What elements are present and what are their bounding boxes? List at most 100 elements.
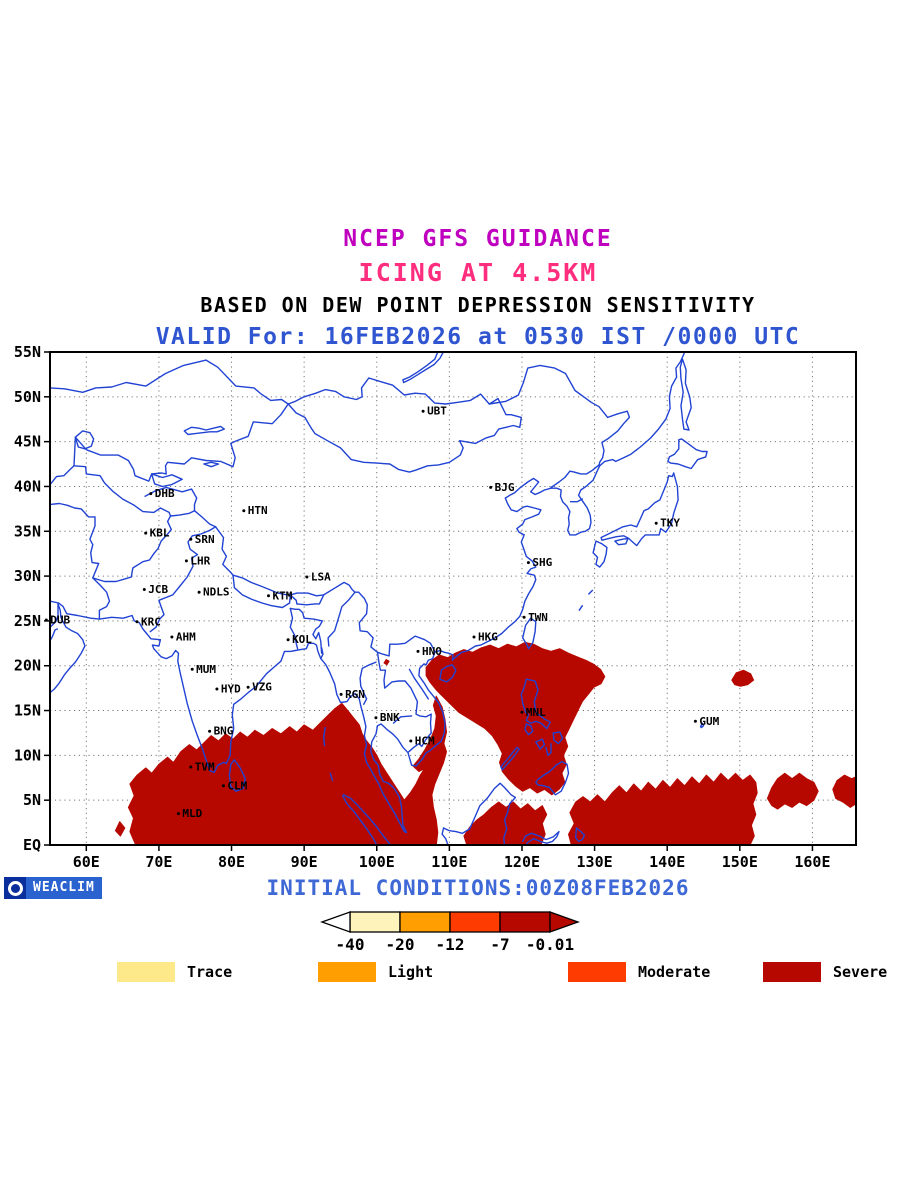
coastline (327, 591, 356, 647)
station-label: AHM (176, 631, 196, 644)
station-label: BNK (380, 711, 400, 724)
station-marker (142, 588, 146, 591)
initial-conditions-text: INITIAL CONDITIONS:00Z08FEB2026 (266, 876, 690, 900)
coastline (520, 678, 551, 730)
colorbar-segment (399, 911, 451, 933)
colorbar-segment (449, 911, 501, 933)
coastline (535, 738, 546, 750)
severe-icing-area (383, 659, 390, 666)
legend-label: Severe (833, 963, 887, 981)
station-label: UBT (427, 405, 447, 418)
coastline (341, 795, 378, 845)
station-marker (409, 739, 413, 743)
severe-icing-area (731, 669, 755, 687)
lat-axis-label: 40N (14, 477, 41, 495)
station-label: DUB (50, 614, 70, 627)
station-marker (522, 615, 526, 619)
coastline (92, 515, 172, 583)
station-marker (520, 710, 524, 714)
coastline (289, 607, 323, 654)
coastline (50, 352, 686, 834)
title-valid-time: VALID For: 16FEB2026 at 0530 IST /0000 U… (155, 324, 801, 350)
station-label: HNO (422, 645, 442, 658)
station-marker (176, 812, 180, 816)
lon-axis-label: 130E (577, 853, 613, 871)
station-label: LHR (190, 554, 210, 567)
station-label: HTN (248, 504, 268, 517)
coastline (699, 722, 705, 729)
station-label: TVM (195, 761, 215, 774)
weaclim-logo-text: WEACLIM (26, 877, 102, 899)
station-label: HYD (221, 683, 241, 696)
station-label: GUM (699, 715, 719, 728)
lat-axis-label: 20N (14, 657, 41, 675)
coastline (50, 359, 289, 405)
station-marker (197, 590, 201, 594)
coastline (550, 464, 600, 489)
station-label: MLD (182, 807, 202, 820)
station-label: VZG (252, 681, 272, 694)
coastline (329, 772, 334, 782)
station-label: DHB (155, 487, 175, 500)
station-marker (149, 492, 153, 496)
lat-axis-label: EQ (23, 836, 41, 854)
coastline (149, 526, 217, 633)
station-marker (242, 509, 246, 513)
lat-axis-label: 35N (14, 522, 41, 540)
severe-icing-area (412, 695, 447, 772)
lat-axis-label: 5N (23, 791, 41, 809)
station-marker (654, 521, 658, 525)
legend-swatch-light (318, 962, 376, 982)
coastline (522, 617, 537, 650)
severe-icing-area (766, 772, 819, 810)
station-marker (374, 716, 378, 720)
station-marker (286, 638, 290, 642)
lon-axis-label: 80E (218, 853, 245, 871)
title-method: BASED ON DEW POINT DEPRESSION SENSITIVIT… (200, 293, 756, 317)
station-label: SRN (195, 533, 215, 546)
lat-axis-label: 45N (14, 433, 41, 451)
colorbar-tick-label: -7 (490, 935, 509, 954)
lon-axis-label: 160E (794, 853, 830, 871)
coastline (50, 603, 59, 628)
station-label: TKY (660, 517, 680, 530)
coastline (679, 358, 692, 431)
coastline (289, 594, 298, 605)
coastline (667, 438, 708, 470)
coastline (144, 486, 198, 512)
station-label: KRC (141, 615, 161, 628)
coastline (488, 364, 631, 467)
coastline (552, 731, 564, 745)
station-label: BNG (214, 725, 234, 738)
legend-label: Moderate (638, 963, 710, 981)
station-marker (189, 537, 193, 541)
legend-label: Trace (187, 963, 232, 981)
station-marker (305, 575, 309, 579)
station-label: LSA (311, 571, 331, 584)
coastline (232, 574, 291, 609)
coastline (588, 589, 594, 595)
station-marker (472, 635, 476, 639)
coastline (320, 647, 324, 660)
lon-axis-label: 140E (649, 853, 685, 871)
legend-swatch-trace (117, 962, 175, 982)
coastline (74, 430, 95, 450)
colorbar-right-arrow (549, 911, 580, 933)
lat-axis-label: 15N (14, 702, 41, 720)
lat-axis-label: 10N (14, 746, 41, 764)
lon-axis-label: 150E (722, 853, 758, 871)
station-marker (44, 618, 48, 622)
station-label: MNL (526, 706, 546, 719)
coastline (289, 581, 360, 597)
station-marker (221, 784, 225, 788)
station-label: TWN (528, 611, 548, 624)
coastline (289, 607, 299, 650)
station-marker (267, 594, 270, 598)
coastline (441, 827, 449, 845)
coastline (578, 605, 583, 611)
legend-label: Light (388, 963, 433, 981)
coastline (50, 502, 111, 620)
colorbar-tick-label: -40 (336, 935, 365, 954)
station-marker (693, 719, 697, 723)
